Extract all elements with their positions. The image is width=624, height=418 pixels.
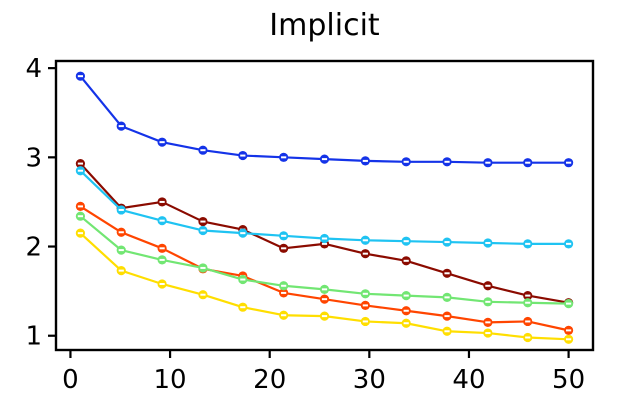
series-light-green <box>75 211 574 309</box>
plot-border <box>54 59 595 352</box>
x-tick-label: 10 <box>154 365 187 395</box>
x-tick-label: 50 <box>552 365 585 395</box>
y-tick-label: 1 <box>25 322 42 352</box>
series-blue-line <box>79 75 569 164</box>
series-cyan-line <box>79 169 569 245</box>
x-tick-label: 30 <box>353 365 386 395</box>
axis-ticks: 0 10 20 30 40 50 1 2 3 4 <box>25 54 585 395</box>
x-tick-label: 0 <box>62 365 79 395</box>
x-tick-label: 40 <box>452 365 485 395</box>
series-gold <box>75 228 574 344</box>
x-tick-label: 20 <box>253 365 286 395</box>
y-tick-label: 2 <box>25 233 42 263</box>
y-tick-label: 3 <box>25 143 42 173</box>
y-tick-label: 4 <box>25 54 42 84</box>
chart-title: Implicit <box>269 8 380 43</box>
series-blue <box>75 71 574 168</box>
series-cyan <box>75 166 574 249</box>
